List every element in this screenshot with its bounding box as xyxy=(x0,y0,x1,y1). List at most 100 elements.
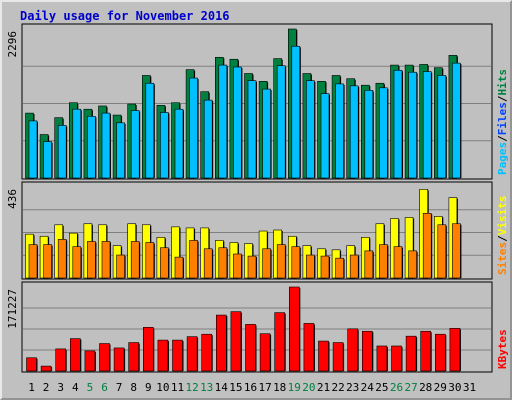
legend-item-kbytes: KBytes xyxy=(496,329,509,369)
x-tick-label-day-18: 18 xyxy=(273,381,286,394)
bar-kbytes-day-11 xyxy=(172,339,183,372)
bar-files-day-20 xyxy=(306,80,315,179)
bar-kbytes-day-16 xyxy=(245,324,256,372)
bar-kbytes-day-9 xyxy=(143,327,154,372)
x-tick-label-day-31: 31 xyxy=(463,381,476,394)
x-tick-label-day-9: 9 xyxy=(145,381,152,394)
x-tick-label-day-4: 4 xyxy=(72,381,79,394)
bar-kbytes-day-6 xyxy=(99,343,110,372)
x-tick-label-day-28: 28 xyxy=(419,381,432,394)
bar-sites-day-5 xyxy=(87,241,96,279)
bar-sites-day-6 xyxy=(101,241,111,279)
bar-files-day-17 xyxy=(262,88,271,179)
bar-kbytes-day-23 xyxy=(347,328,359,372)
bar-files-day-14 xyxy=(218,64,228,179)
bar-sites-day-20 xyxy=(306,254,315,279)
x-tick-label-day-30: 30 xyxy=(448,381,461,394)
bar-kbytes-day-13 xyxy=(201,333,212,372)
bar-files-day-21 xyxy=(320,93,330,179)
bar-kbytes-day-21 xyxy=(318,340,329,372)
x-tick-label-day-29: 29 xyxy=(434,381,447,394)
bar-files-day-25 xyxy=(379,87,388,179)
bar-sites-day-11 xyxy=(174,256,184,279)
panel-border-kbytes xyxy=(21,281,493,373)
x-tick-label-day-2: 2 xyxy=(43,381,50,394)
bar-sites-day-18 xyxy=(276,244,286,279)
bar-kbytes-day-18 xyxy=(274,312,286,372)
x-tick-label-day-22: 22 xyxy=(331,381,344,394)
bar-sites-day-9 xyxy=(145,242,155,279)
legend-separator: / xyxy=(496,135,509,142)
bar-files-day-6 xyxy=(101,112,111,179)
bar-kbytes-day-20 xyxy=(303,323,315,372)
bar-kbytes-day-7 xyxy=(113,347,125,372)
legend-separator: / xyxy=(496,95,509,102)
bar-files-day-5 xyxy=(87,116,96,179)
legend-visitors: Sites/Visits xyxy=(496,196,509,276)
bar-sites-day-10 xyxy=(160,247,169,279)
bar-files-day-9 xyxy=(145,82,155,179)
x-tick-label-day-10: 10 xyxy=(156,381,169,394)
bar-files-day-29 xyxy=(437,75,447,179)
bar-kbytes-day-1 xyxy=(26,357,37,372)
ymax-label-requests: 2296 xyxy=(6,31,19,58)
x-tick-label-day-27: 27 xyxy=(404,381,417,394)
bar-sites-day-17 xyxy=(262,248,271,279)
legend-kbytes: KBytes xyxy=(496,329,509,369)
bar-sites-day-29 xyxy=(437,224,447,279)
bar-sites-day-3 xyxy=(57,239,67,279)
x-tick-label-day-6: 6 xyxy=(101,381,108,394)
x-tick-label-day-26: 26 xyxy=(390,381,403,394)
legend-item-sites: Sites xyxy=(496,242,509,275)
bar-files-day-15 xyxy=(233,66,242,179)
x-tick-label-day-17: 17 xyxy=(258,381,271,394)
legend-item-files: Files xyxy=(496,102,509,135)
bar-sites-day-2 xyxy=(43,244,52,279)
bar-files-day-4 xyxy=(72,108,82,179)
bar-sites-day-19 xyxy=(291,246,301,279)
bar-kbytes-day-8 xyxy=(128,342,139,372)
bar-kbytes-day-15 xyxy=(230,311,242,372)
x-tick-label-day-21: 21 xyxy=(317,381,330,394)
bar-files-day-3 xyxy=(57,125,67,179)
bar-kbytes-day-24 xyxy=(361,330,373,372)
bar-files-day-1 xyxy=(28,120,38,179)
x-tick-label-day-1: 1 xyxy=(28,381,35,394)
bar-kbytes-day-10 xyxy=(157,339,169,372)
bar-sites-day-14 xyxy=(218,247,228,279)
x-tick-label-day-5: 5 xyxy=(87,381,94,394)
bar-files-day-11 xyxy=(174,108,184,179)
bar-files-day-8 xyxy=(130,110,140,179)
x-tick-label-day-3: 3 xyxy=(57,381,64,394)
legend-item-hits: Hits xyxy=(496,69,509,96)
bar-sites-day-23 xyxy=(349,254,359,279)
ymax-label-kbytes: 171227 xyxy=(6,289,19,329)
bar-kbytes-day-27 xyxy=(405,335,417,372)
bar-sites-day-22 xyxy=(335,257,344,279)
bar-sites-day-13 xyxy=(203,248,213,279)
legend-requests: Pages/Files/Hits xyxy=(496,69,509,175)
bar-kbytes-day-29 xyxy=(434,333,446,372)
legend-item-pages: Pages xyxy=(496,142,509,175)
x-tick-label-day-23: 23 xyxy=(346,381,359,394)
x-tick-label-day-20: 20 xyxy=(302,381,315,394)
bar-files-day-23 xyxy=(349,85,359,179)
x-tick-label-day-24: 24 xyxy=(361,381,375,394)
x-tick-label-day-11: 11 xyxy=(171,381,184,394)
bar-sites-day-28 xyxy=(422,212,432,279)
bar-kbytes-day-12 xyxy=(186,336,198,372)
bar-sites-day-25 xyxy=(379,244,388,279)
bar-files-day-22 xyxy=(335,83,344,179)
bar-kbytes-day-22 xyxy=(332,342,344,372)
panel-border-visitors xyxy=(21,181,493,280)
bar-sites-day-7 xyxy=(116,254,125,279)
x-tick-label-day-12: 12 xyxy=(185,381,198,394)
bar-kbytes-day-26 xyxy=(391,345,402,372)
bar-files-day-26 xyxy=(393,69,403,179)
bar-files-day-18 xyxy=(276,65,286,179)
bar-kbytes-day-25 xyxy=(376,345,388,372)
bar-files-day-24 xyxy=(364,90,374,179)
legend-item-visits: Visits xyxy=(496,196,509,236)
